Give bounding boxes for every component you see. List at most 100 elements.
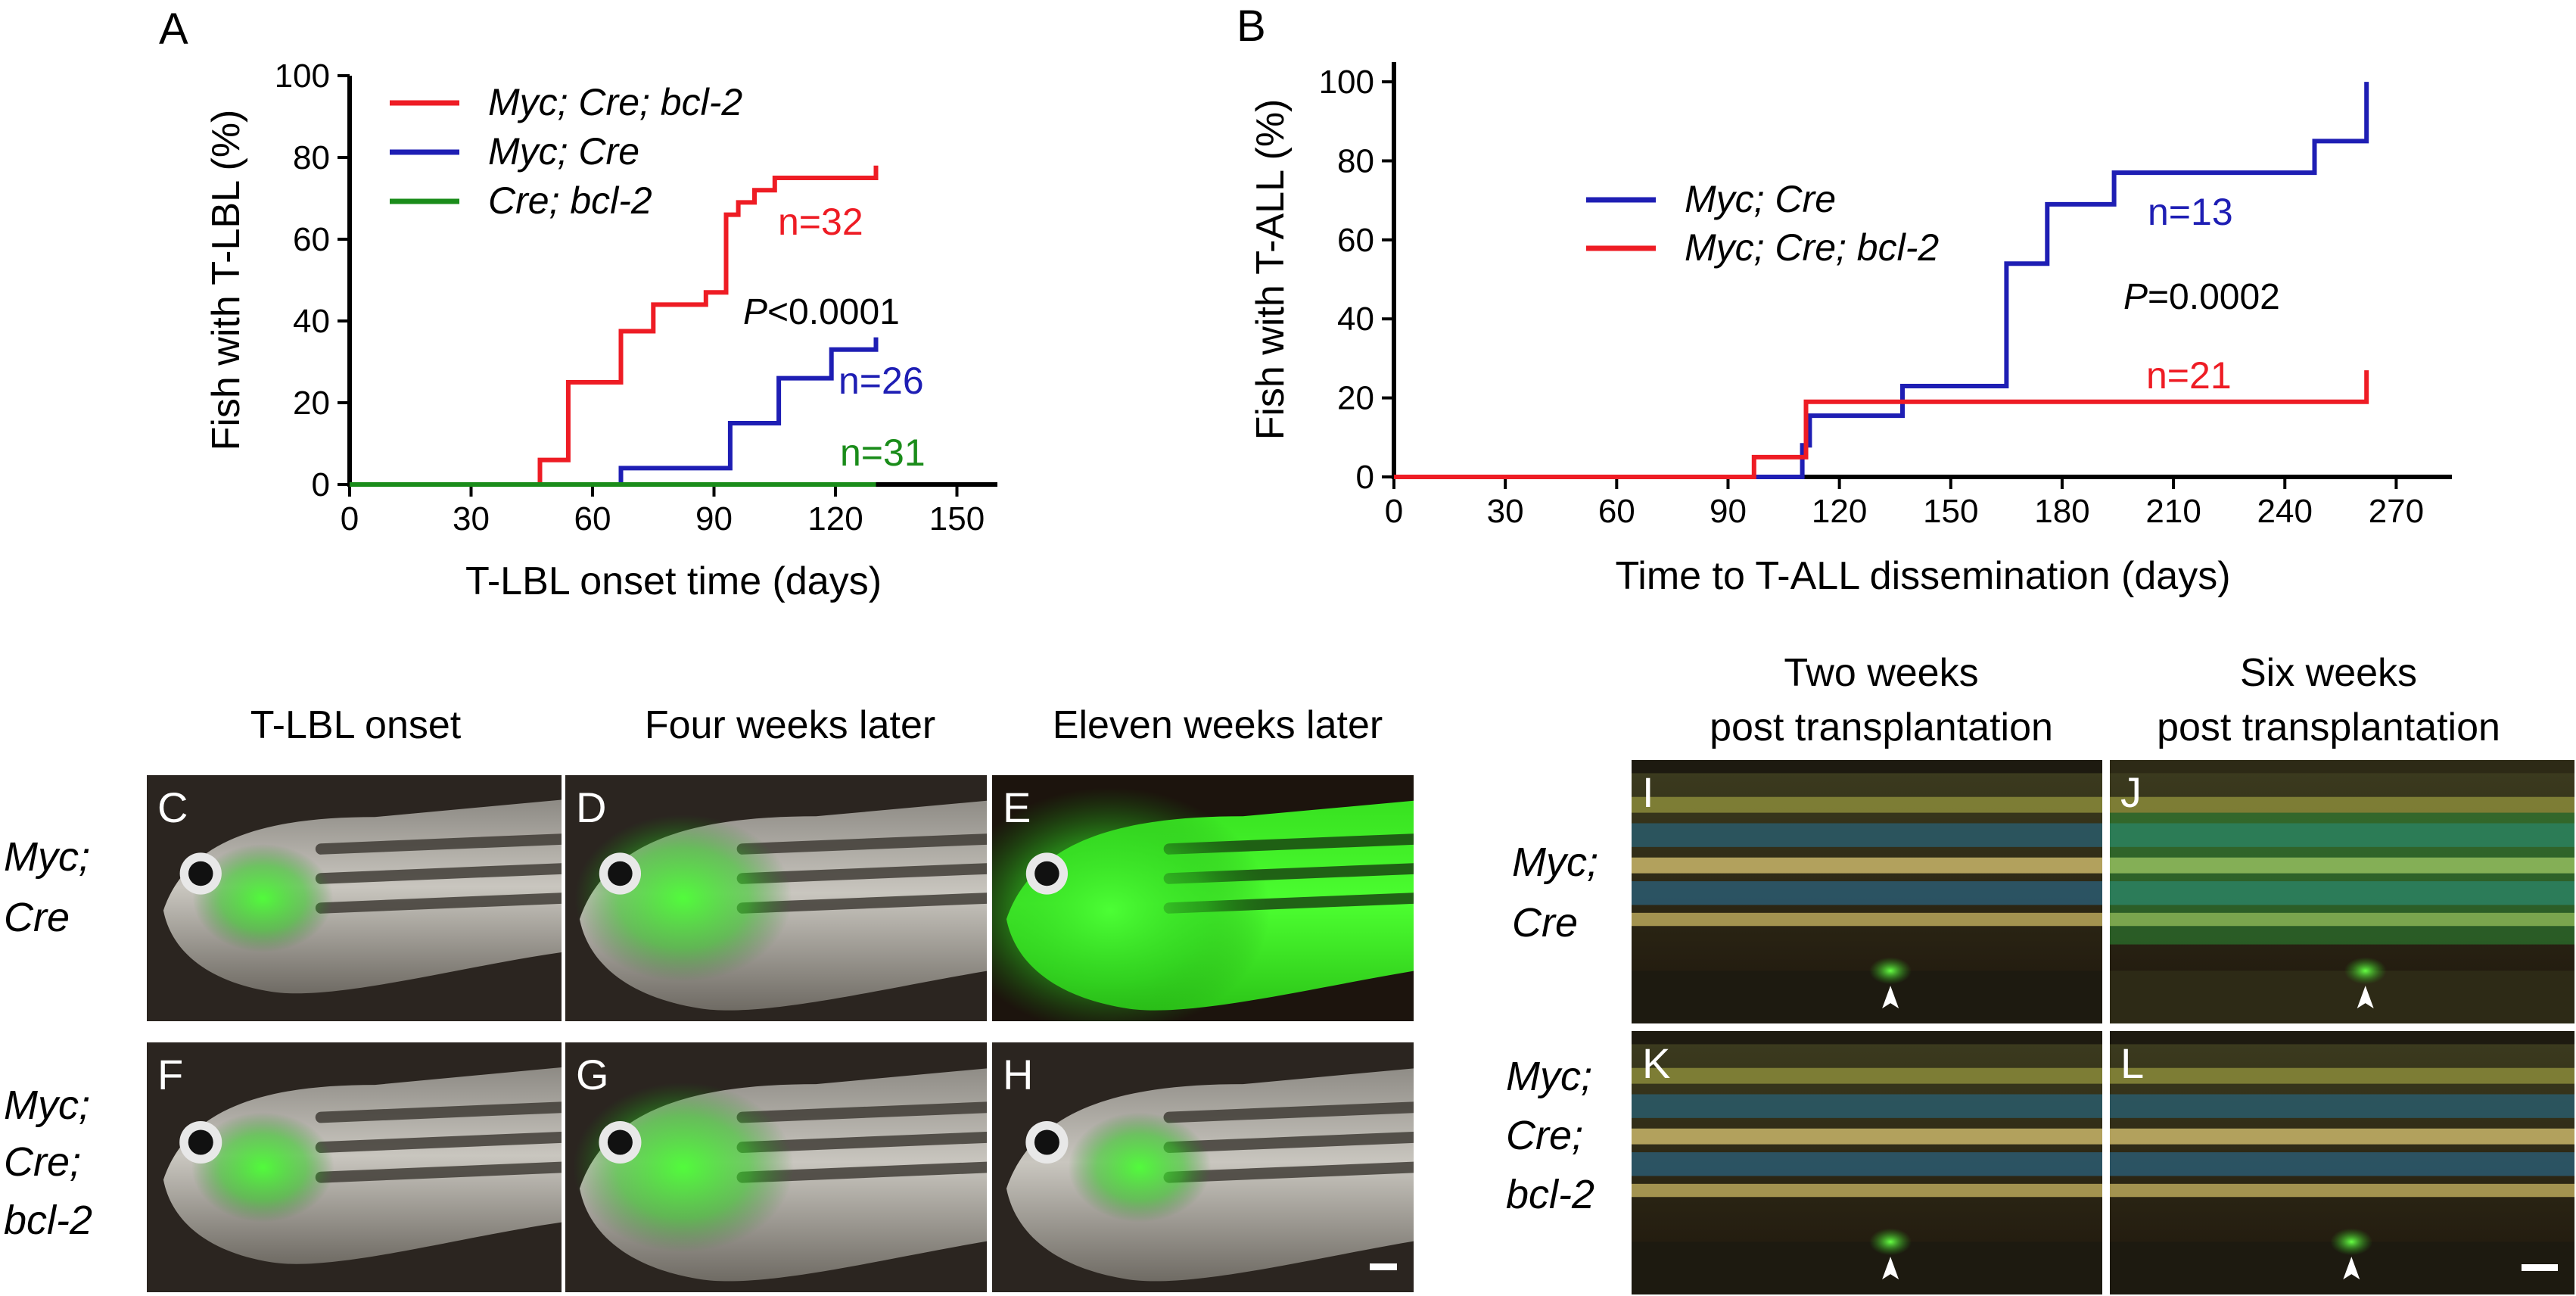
chart-b-axes: 0 30 60 90 120 150 180 210 240 270 0 20 40 60 80 100 Tim…: [1249, 62, 2452, 598]
y-tick-label: 60: [293, 221, 330, 258]
photo-panel-c: C: [147, 775, 562, 1021]
fluorescence-glow: [992, 787, 1271, 1021]
photo-panel-i: I: [1632, 760, 2102, 1023]
fluorescence-spot: [1869, 1228, 1912, 1256]
photo-panel-f: F: [147, 1042, 562, 1292]
photo-panel-letter: D: [576, 784, 606, 831]
x-tick-label: 210: [2145, 493, 2201, 530]
row-label-right-1-line1: Myc;: [1512, 840, 1598, 885]
fish-stripe: [2110, 823, 2574, 847]
arrowhead-icon: [2357, 986, 2374, 1009]
fish-stripe: [2110, 1183, 2574, 1198]
x-tick-label: 270: [2369, 493, 2424, 530]
fish-stripe: [1632, 912, 2102, 927]
row-labels-left: Myc; Cre Myc; Cre; bcl-2: [4, 834, 92, 1243]
row-label-left-1-line1: Myc;: [4, 834, 90, 880]
y-tick-label: 60: [1337, 222, 1374, 259]
photo-panel-letter: K: [1642, 1039, 1670, 1087]
fluorescence-spot: [2344, 957, 2387, 985]
y-axis-label: Fish with T-LBL (%): [204, 110, 248, 451]
fish-pupil: [1034, 1129, 1059, 1155]
row-label-right-2-line3: bcl-2: [1506, 1172, 1594, 1217]
x-tick-label: 90: [1710, 493, 1747, 530]
fish-stripe: [1632, 1067, 2102, 1084]
photo-panel-g: G: [565, 1042, 987, 1292]
legend-entry: Myc; Cre; bcl-2: [1685, 226, 1939, 269]
fish-pupil: [607, 1129, 633, 1155]
fish-stripe: [1632, 1094, 2102, 1118]
row-label-right-2-line2: Cre;: [1506, 1113, 1583, 1158]
x-axis-label: Time to T-ALL dissemination (days): [1615, 554, 2230, 598]
photo-grid: C D E F G H I J K L: [147, 760, 2574, 1294]
row-label-left-2-line2: Cre;: [4, 1139, 81, 1185]
fish-stripe: [315, 893, 562, 914]
y-axis-label: Fish with T-ALL (%): [1249, 99, 1293, 441]
arrowhead-icon: [1882, 1257, 1899, 1280]
header-six-weeks-line1: Six weeks: [2240, 651, 2417, 695]
chart-b: B 0 30 60 90 120 150 180 210 240 270 0 20 40 60 80 100 T…: [1237, 2, 2452, 598]
x-tick-label: 0: [1385, 493, 1403, 530]
header-two-weeks-line2: post transplantation: [1710, 706, 2053, 749]
x-tick-label: 90: [695, 500, 733, 537]
fish-stripe: [2110, 1067, 2574, 1084]
y-tick-label: 100: [275, 58, 330, 95]
row-label-right-1-line2: Cre: [1512, 900, 1578, 946]
x-tick-label: 120: [1812, 493, 1867, 530]
fish-stripe: [1632, 1152, 2102, 1176]
y-tick-label: 0: [1356, 459, 1374, 496]
fish-stripe: [1632, 1128, 2102, 1145]
photo-panel-letter: H: [1003, 1051, 1033, 1098]
photo-panel-h: H: [992, 1042, 1414, 1292]
panel-label-a: A: [159, 5, 188, 54]
photo-panel-letter: J: [2120, 768, 2142, 816]
chart-b-series: n=13 n=21: [1394, 82, 2369, 479]
fish-stripe: [2110, 912, 2574, 927]
fish-stripe: [1632, 1183, 2102, 1198]
scale-bar: [2522, 1264, 2558, 1271]
fish-stripe: [315, 1101, 562, 1123]
x-tick-label: 150: [929, 500, 985, 537]
fish-stripe: [315, 863, 562, 884]
header-two-weeks-line1: Two weeks: [1784, 651, 1978, 695]
fish-stripe: [1163, 1131, 1414, 1154]
legend-entry: Myc; Cre: [488, 130, 639, 173]
photo-panel-d: D: [565, 775, 987, 1021]
chart-a-axes: 0 30 60 90 120 150 0 20 40 60 80 100 T-LBL onset tim…: [204, 58, 997, 603]
fluorescence-glow: [192, 844, 334, 952]
x-axis-label: T-LBL onset time (days): [465, 559, 882, 603]
x-tick-label: 30: [1487, 493, 1524, 530]
x-tick-label: 60: [1598, 493, 1635, 530]
fish-stripe: [2110, 1094, 2574, 1118]
series-n-label: n=13: [2148, 191, 2233, 233]
fish-stripe: [2110, 881, 2574, 905]
fish-stripe: [2110, 857, 2574, 874]
fish-stripe: [2110, 796, 2574, 813]
fish-stripe: [1632, 796, 2102, 813]
row-label-left-1-line2: Cre: [4, 895, 70, 940]
fluorescence-spot: [2330, 1228, 2373, 1256]
photo-panel-letter: G: [576, 1051, 609, 1098]
chart-a-pvalue: P<0.0001: [743, 292, 900, 332]
header-tlbl-onset: T-LBL onset: [250, 703, 462, 747]
photo-panel-letter: L: [2120, 1039, 2144, 1087]
photo-panel-letter: C: [157, 784, 188, 831]
y-tick-label: 80: [1337, 142, 1374, 179]
series-line-myc-cre: [350, 337, 879, 487]
photo-panel-l: L: [2110, 1031, 2574, 1294]
header-four-weeks: Four weeks later: [645, 703, 935, 747]
scale-bar: [1370, 1263, 1397, 1270]
legend-entry: Cre; bcl-2: [488, 179, 652, 222]
fish-stripe: [315, 1131, 562, 1154]
arrowhead-icon: [1882, 986, 1899, 1009]
legend-entry: Myc; Cre: [1685, 178, 1836, 220]
y-tick-label: 20: [1337, 380, 1374, 417]
fish-stripe: [1163, 1101, 1414, 1123]
fish-stripe: [2110, 1152, 2574, 1176]
chart-b-legend: Myc; Cre Myc; Cre; bcl-2: [1586, 178, 1939, 269]
fish-pupil: [188, 1129, 213, 1155]
series-n-label: n=21: [2146, 354, 2232, 397]
series-n-label: n=31: [840, 431, 926, 474]
x-tick-label: 60: [574, 500, 611, 537]
fish-pupil: [1034, 861, 1059, 886]
fluorescence-spot: [1869, 957, 1912, 985]
